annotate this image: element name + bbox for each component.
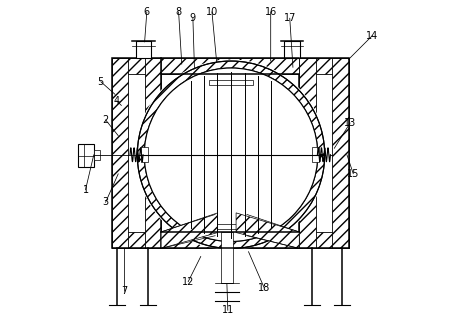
- Polygon shape: [221, 232, 233, 283]
- Polygon shape: [299, 169, 316, 249]
- Polygon shape: [112, 58, 128, 249]
- Text: 16: 16: [265, 7, 277, 17]
- Polygon shape: [312, 147, 319, 162]
- Polygon shape: [284, 41, 299, 58]
- Polygon shape: [299, 232, 348, 249]
- Text: 12: 12: [182, 277, 195, 287]
- Polygon shape: [145, 169, 161, 249]
- Polygon shape: [78, 144, 94, 167]
- Polygon shape: [112, 58, 161, 74]
- Polygon shape: [299, 58, 316, 140]
- Polygon shape: [137, 61, 325, 249]
- Polygon shape: [141, 147, 148, 162]
- Polygon shape: [112, 232, 161, 249]
- Polygon shape: [161, 232, 299, 249]
- Polygon shape: [145, 58, 161, 140]
- Polygon shape: [209, 80, 253, 85]
- Text: 3: 3: [103, 197, 109, 207]
- Text: 8: 8: [176, 7, 182, 17]
- Text: 2: 2: [103, 115, 109, 125]
- Text: 15: 15: [347, 169, 359, 179]
- Text: 18: 18: [258, 283, 270, 293]
- Text: 17: 17: [284, 13, 296, 23]
- Polygon shape: [136, 41, 151, 58]
- Text: 7: 7: [122, 286, 128, 296]
- Text: 1: 1: [83, 185, 89, 195]
- Text: 5: 5: [97, 77, 104, 87]
- Polygon shape: [209, 224, 253, 229]
- Text: 9: 9: [190, 13, 196, 23]
- Polygon shape: [161, 213, 218, 249]
- Text: 4: 4: [114, 96, 120, 106]
- Text: 6: 6: [144, 7, 150, 17]
- Circle shape: [136, 59, 326, 250]
- Polygon shape: [161, 58, 299, 74]
- Polygon shape: [236, 213, 299, 249]
- Text: 13: 13: [344, 118, 356, 128]
- Polygon shape: [94, 150, 100, 160]
- Polygon shape: [332, 58, 348, 249]
- Circle shape: [144, 68, 318, 241]
- Text: 11: 11: [222, 305, 234, 315]
- Text: 10: 10: [206, 7, 218, 17]
- Polygon shape: [299, 58, 348, 74]
- Text: 14: 14: [366, 31, 378, 41]
